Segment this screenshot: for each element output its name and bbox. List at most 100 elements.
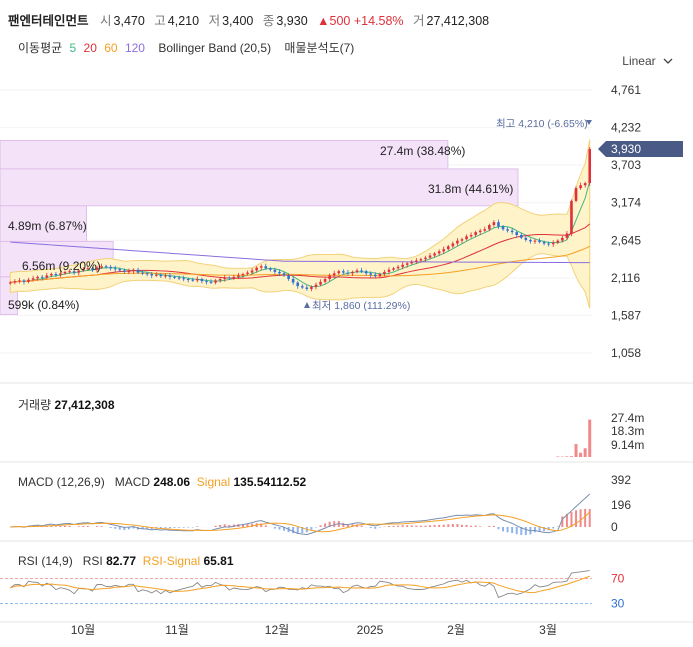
candle bbox=[378, 274, 382, 277]
candle bbox=[40, 276, 44, 278]
candle bbox=[355, 270, 359, 272]
macd-histogram-bar bbox=[77, 526, 80, 527]
candle bbox=[451, 243, 455, 247]
candle bbox=[547, 243, 550, 245]
macd-histogram-bar bbox=[296, 527, 299, 534]
candle bbox=[154, 274, 158, 276]
candle bbox=[282, 273, 286, 276]
min-marker-icon bbox=[304, 302, 310, 308]
y-tick-label: 4,761 bbox=[611, 83, 641, 97]
macd-histogram-bar bbox=[168, 527, 171, 529]
ma-label[interactable]: 이동평균 bbox=[18, 41, 63, 55]
y-tick-label: 1,587 bbox=[611, 308, 641, 322]
candle bbox=[351, 271, 354, 274]
macd-histogram-bar bbox=[515, 527, 518, 535]
macd-histogram-bar bbox=[451, 524, 454, 527]
macd-histogram-bar bbox=[479, 526, 482, 527]
macd-histogram-bar bbox=[460, 524, 463, 527]
volume-value: 27,412,308 bbox=[426, 14, 490, 28]
candle bbox=[141, 272, 144, 274]
min-price-label: 최저 1,860 (111.29%) bbox=[312, 300, 410, 312]
candle bbox=[200, 278, 204, 282]
candle bbox=[100, 266, 103, 268]
macd-histogram-bar bbox=[251, 523, 254, 527]
rsi-level-70: 70 bbox=[611, 572, 625, 586]
candle bbox=[113, 268, 117, 270]
candle bbox=[506, 229, 509, 231]
stock-name: 팬엔터테인먼트 bbox=[8, 14, 89, 28]
volume-bar bbox=[556, 456, 560, 457]
chevron-down-icon bbox=[663, 58, 673, 65]
candle bbox=[588, 149, 592, 184]
volume-bar bbox=[579, 452, 583, 457]
volume-y-tick: 18.3m bbox=[611, 424, 644, 438]
candle bbox=[456, 240, 459, 244]
open-value: 3,470 bbox=[113, 14, 145, 28]
macd-histogram-bar bbox=[378, 527, 381, 528]
candle bbox=[401, 264, 404, 267]
bollinger-label[interactable]: Bollinger Band (20,5) bbox=[158, 41, 272, 55]
macd-value: 248.06 bbox=[153, 475, 191, 489]
ma5-label[interactable]: 5 bbox=[69, 41, 77, 55]
ma20-label[interactable]: 20 bbox=[83, 41, 97, 55]
ma120-label[interactable]: 120 bbox=[124, 41, 145, 55]
macd-histogram-bar bbox=[264, 525, 267, 527]
candle bbox=[150, 274, 154, 276]
macd-histogram-bar bbox=[565, 513, 568, 527]
candle bbox=[383, 271, 386, 275]
ma120-line bbox=[10, 241, 590, 264]
candle bbox=[50, 274, 53, 276]
macd-histogram-bar bbox=[392, 525, 395, 527]
volume-bar bbox=[569, 456, 573, 457]
candle bbox=[278, 271, 281, 274]
candle bbox=[446, 246, 450, 250]
macd-histogram-bar bbox=[360, 525, 363, 527]
scale-mode-dropdown[interactable]: Linear bbox=[622, 54, 673, 68]
candle bbox=[474, 232, 477, 235]
macd-histogram-bar bbox=[41, 526, 44, 527]
candle bbox=[232, 276, 236, 279]
macd-histogram-bar bbox=[346, 524, 349, 527]
x-tick-label: 2월 bbox=[447, 623, 465, 637]
ma60-label[interactable]: 60 bbox=[104, 41, 118, 55]
x-tick-label: 12월 bbox=[265, 623, 289, 637]
candle bbox=[296, 282, 300, 287]
candle bbox=[13, 281, 17, 283]
macd-histogram-bar bbox=[465, 524, 468, 527]
y-tick-label: 3,703 bbox=[611, 158, 641, 172]
ma20-line bbox=[10, 223, 591, 284]
y-tick-label: 2,645 bbox=[611, 233, 641, 247]
y-tick-label: 2,116 bbox=[611, 271, 640, 285]
last-price-tag bbox=[598, 141, 683, 158]
volume-profile-label[interactable]: 매물분석도(7) bbox=[284, 41, 355, 55]
macd-signal-line bbox=[10, 511, 591, 533]
bollinger-band bbox=[9, 139, 591, 309]
macd-histogram-bar bbox=[570, 511, 573, 527]
candle bbox=[159, 274, 163, 277]
volume-label: 거 bbox=[413, 14, 425, 28]
macd-histogram-bar bbox=[456, 524, 459, 527]
candle bbox=[570, 200, 573, 234]
candle bbox=[551, 242, 555, 245]
scale-mode-label: Linear bbox=[622, 54, 656, 68]
macd-histogram-bar bbox=[474, 525, 477, 527]
candle bbox=[510, 230, 514, 233]
volume-y-tick: 9.14m bbox=[611, 438, 644, 452]
candle bbox=[104, 266, 108, 268]
macd-histogram-bar bbox=[415, 525, 418, 527]
candle bbox=[118, 269, 122, 271]
candle bbox=[323, 278, 327, 282]
x-tick-label: 2025 bbox=[357, 623, 384, 637]
candle bbox=[492, 222, 496, 226]
macd-histogram-bar bbox=[488, 525, 491, 527]
macd-histogram-bar bbox=[283, 527, 286, 531]
candle bbox=[300, 286, 304, 288]
ma5-line bbox=[10, 181, 591, 288]
macd-histogram-bar bbox=[324, 523, 327, 527]
macd-histogram-bar bbox=[397, 525, 400, 527]
macd-histogram-bar bbox=[273, 527, 276, 529]
macd-histogram-bar bbox=[260, 523, 263, 527]
candle bbox=[8, 282, 12, 284]
candle bbox=[95, 267, 99, 270]
